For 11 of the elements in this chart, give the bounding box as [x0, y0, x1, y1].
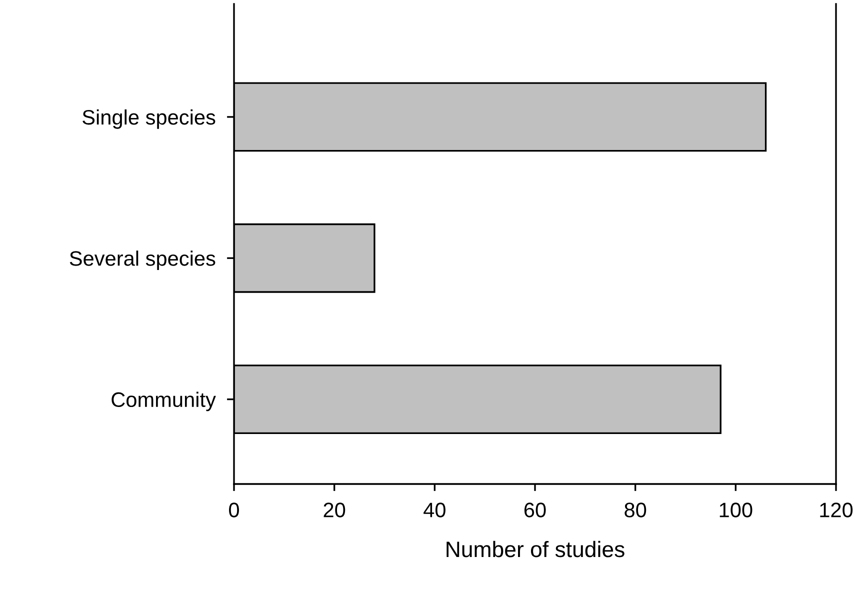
x-axis-title: Number of studies: [446, 540, 624, 558]
x-tick-label: 80: [624, 502, 646, 518]
y-tick-label: Community: [112, 392, 216, 412]
x-tick-label: 20: [324, 502, 346, 518]
x-tick-label: 40: [424, 502, 446, 518]
y-tick-label: Single species: [82, 109, 216, 129]
x-tick-label: 100: [720, 502, 752, 518]
y-tick-label: Several species: [70, 250, 216, 270]
x-tick-label: 120: [820, 502, 853, 518]
x-tick-label: 60: [524, 502, 546, 518]
x-tick-label: 0: [229, 502, 239, 518]
